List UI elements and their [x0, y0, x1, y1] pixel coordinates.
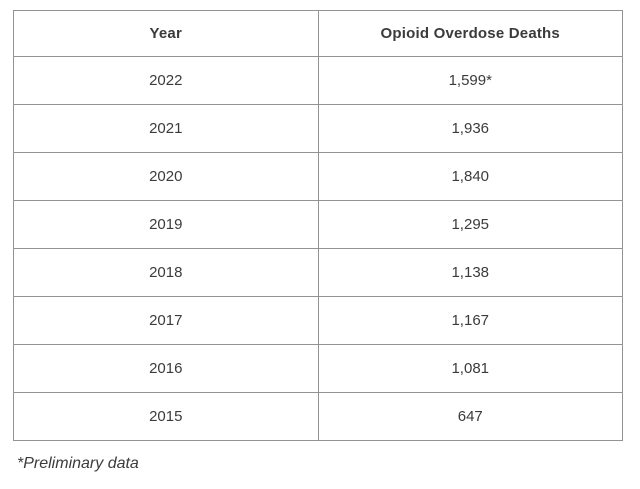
- deaths-cell: 1,840: [317, 152, 623, 201]
- column-header-year: Year: [13, 10, 319, 57]
- table-row: 2021 1,936: [13, 104, 623, 153]
- table-row: 2019 1,295: [13, 200, 623, 249]
- deaths-cell: 1,936: [317, 104, 623, 153]
- deaths-cell: 1,081: [317, 344, 623, 393]
- table-row: 2016 1,081: [13, 344, 623, 393]
- deaths-cell: 647: [317, 392, 623, 441]
- year-cell: 2017: [13, 296, 319, 345]
- year-cell: 2019: [13, 200, 319, 249]
- opioid-overdose-deaths-table: Year Opioid Overdose Deaths 2022 1,599* …: [13, 10, 623, 441]
- deaths-cell: 1,295: [317, 200, 623, 249]
- table-row: 2020 1,840: [13, 152, 623, 201]
- year-cell: 2022: [13, 56, 319, 105]
- year-cell: 2015: [13, 392, 319, 441]
- year-cell: 2018: [13, 248, 319, 297]
- preliminary-data-footnote: *Preliminary data: [17, 455, 139, 472]
- table-header: Year Opioid Overdose Deaths: [13, 10, 623, 57]
- column-header-deaths: Opioid Overdose Deaths: [317, 10, 623, 57]
- table-row: 2015 647: [13, 392, 623, 441]
- table-row: 2018 1,138: [13, 248, 623, 297]
- deaths-cell: 1,167: [317, 296, 623, 345]
- year-cell: 2020: [13, 152, 319, 201]
- table-body: 2022 1,599* 2021 1,936 2020 1,840 2019 1…: [13, 56, 623, 441]
- deaths-cell: 1,599*: [317, 56, 623, 105]
- year-cell: 2016: [13, 344, 319, 393]
- year-cell: 2021: [13, 104, 319, 153]
- header-row: Year Opioid Overdose Deaths: [13, 10, 623, 57]
- table-row: 2022 1,599*: [13, 56, 623, 105]
- table-row: 2017 1,167: [13, 296, 623, 345]
- deaths-cell: 1,138: [317, 248, 623, 297]
